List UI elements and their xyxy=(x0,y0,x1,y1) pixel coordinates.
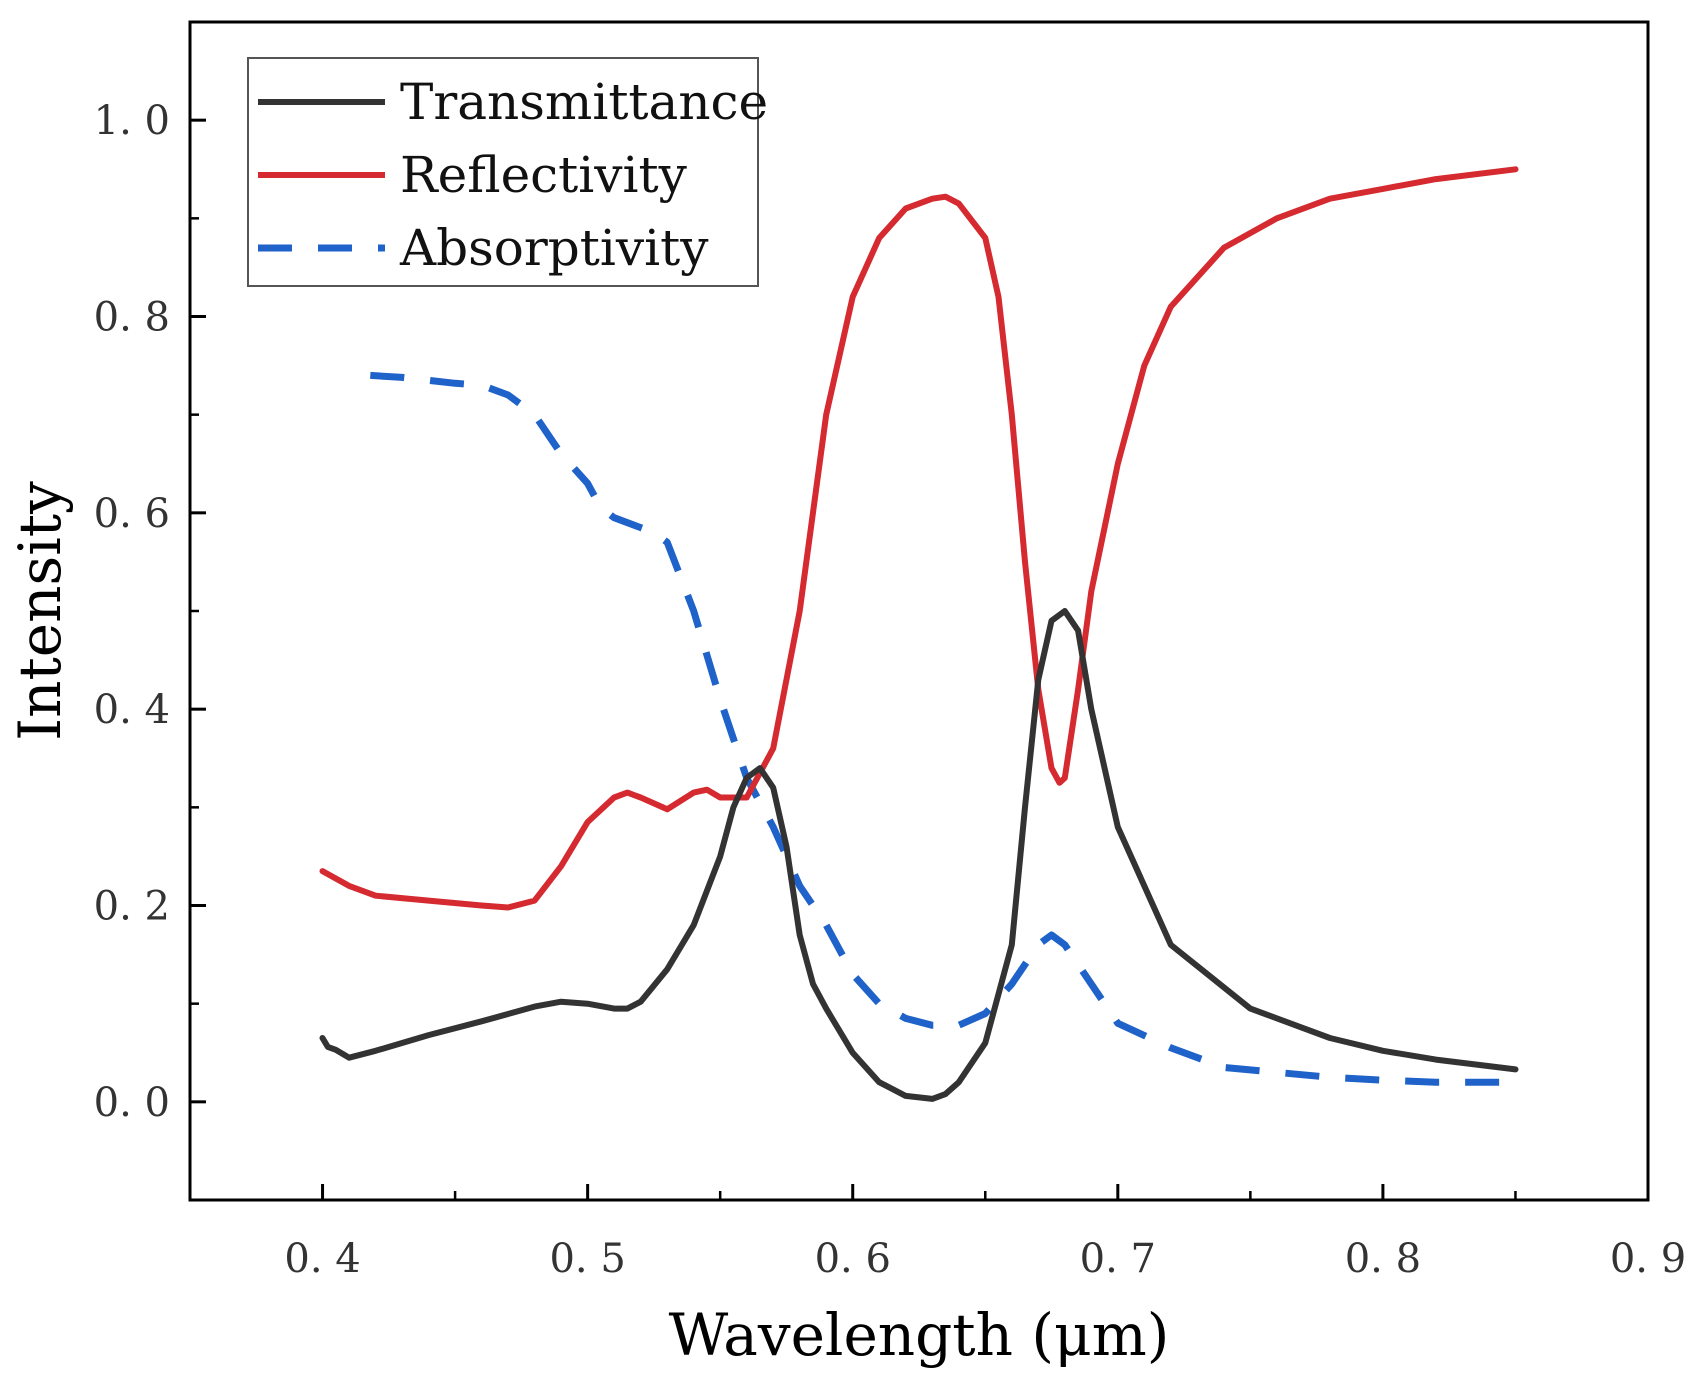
legend-label-reflectivity: Reflectivity xyxy=(400,146,688,204)
y-tick-label: 0. 4 xyxy=(94,687,170,733)
y-tick-label: 1. 0 xyxy=(94,98,170,144)
series-line-absorptivity xyxy=(370,371,1516,1086)
x-tick-label: 0. 9 xyxy=(1610,1236,1686,1282)
y-tick-label: 0. 8 xyxy=(94,295,170,341)
y-tick-label: 0. 6 xyxy=(94,491,170,537)
x-tick-label: 0. 5 xyxy=(549,1236,625,1282)
x-axis-label: Wavelength (μm) xyxy=(669,1301,1170,1369)
x-tick-label: 0. 6 xyxy=(815,1236,891,1282)
x-tick-label: 0. 7 xyxy=(1080,1236,1156,1282)
y-tick-label: 0. 2 xyxy=(94,884,170,930)
x-tick-label: 0. 4 xyxy=(284,1236,360,1282)
legend-label-transmittance: Transmittance xyxy=(400,73,768,131)
series-line-reflectivity xyxy=(319,166,1519,911)
ticks-layer: 0. 4 0. 5 0. 6 0. 7 0. 8 0. 9 0. 0 0. 2 0. 4 0. 6… xyxy=(94,98,1686,1282)
y-axis-label: Intensity xyxy=(6,481,74,741)
y-tick-label: 0. 0 xyxy=(94,1080,170,1126)
legend-items: Transmittance Reflectivity Absorptivity xyxy=(258,73,768,277)
legend: Transmittance Reflectivity Absorptivity xyxy=(247,57,768,287)
legend-label-absorptivity: Absorptivity xyxy=(399,219,709,277)
x-tick-label: 0. 8 xyxy=(1345,1236,1421,1282)
series-line-transmittance xyxy=(319,608,1519,1102)
series-layer xyxy=(319,166,1519,1102)
